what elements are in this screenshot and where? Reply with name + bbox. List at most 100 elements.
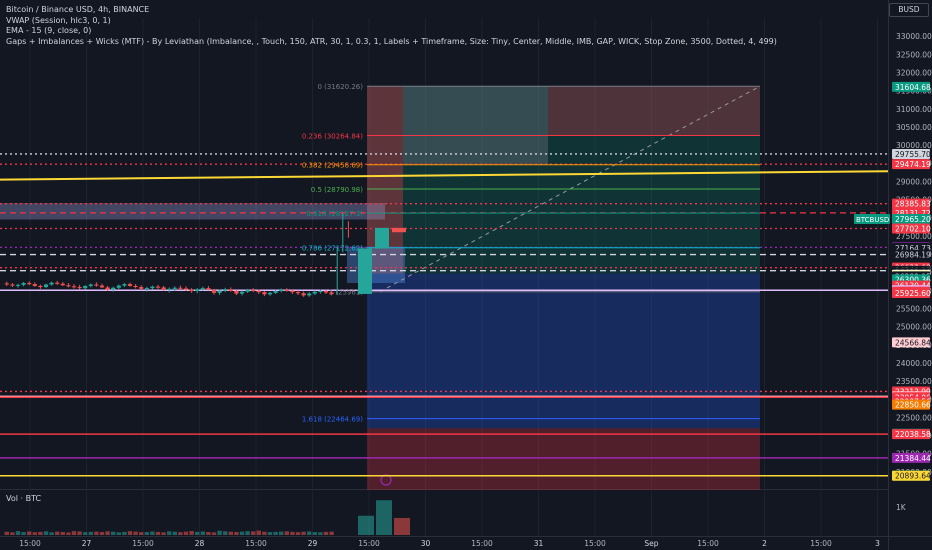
candle[interactable] (55, 280, 60, 285)
candle[interactable] (256, 289, 261, 294)
price-label: 22850.66 (892, 399, 931, 410)
candle[interactable] (139, 285, 144, 290)
candle[interactable] (60, 281, 65, 286)
candle[interactable] (167, 287, 172, 293)
price-axis[interactable]: 1K33000.0032500.0032000.0031500.0031000.… (854, 32, 932, 512)
volume-bar (71, 531, 77, 535)
candle[interactable] (318, 289, 323, 294)
time-tick: 29 (308, 539, 318, 548)
candle[interactable] (161, 285, 166, 291)
candle[interactable] (211, 288, 217, 295)
price-tick: 25000.00 (896, 323, 932, 332)
fib-label: 0.382 (29458.69) (302, 162, 363, 170)
currency-button[interactable]: BUSD (889, 3, 929, 17)
candle[interactable] (38, 284, 43, 289)
candle[interactable] (10, 283, 15, 288)
candle[interactable] (223, 287, 228, 293)
candle[interactable] (178, 285, 183, 290)
candle[interactable] (27, 281, 32, 286)
price-label-bg (892, 337, 930, 348)
candle-body (161, 287, 166, 290)
fib-label: 1 (25961) (329, 289, 364, 297)
volume-bar (312, 532, 317, 535)
candle[interactable] (301, 291, 306, 297)
candle[interactable] (116, 284, 121, 290)
volume-bar (10, 532, 15, 535)
candle-body (256, 290, 261, 293)
candle[interactable] (239, 290, 245, 296)
candle[interactable] (105, 285, 110, 292)
candle[interactable] (32, 282, 37, 287)
candle-body (358, 248, 372, 294)
candle[interactable] (347, 221, 406, 238)
candles[interactable] (4, 212, 406, 297)
candle[interactable] (279, 288, 284, 293)
candle[interactable] (183, 286, 189, 292)
candle[interactable] (307, 292, 312, 297)
candle[interactable] (172, 286, 177, 292)
fib-label: 0.786 (27172.62) (302, 245, 363, 253)
volume-bar (155, 531, 161, 535)
price-label-text: 27164.73 (895, 244, 931, 253)
candle[interactable] (273, 289, 278, 294)
candle[interactable] (234, 289, 239, 296)
price-label: 20893.64 (892, 470, 931, 481)
candle[interactable] (66, 283, 71, 288)
candle[interactable] (77, 284, 82, 290)
candle[interactable] (206, 285, 211, 291)
time-tick: 15:00 (358, 539, 380, 548)
candle[interactable] (144, 286, 149, 292)
candle-body (27, 283, 32, 285)
candle[interactable] (189, 288, 194, 293)
symbol-tag-bg (854, 213, 890, 224)
volume-bar (66, 532, 71, 535)
candle-body (55, 282, 60, 284)
candle[interactable] (336, 246, 372, 295)
candle[interactable] (88, 283, 93, 288)
candle[interactable] (267, 291, 273, 296)
candle[interactable] (290, 289, 295, 294)
candle[interactable] (133, 284, 138, 289)
price-tick: 32000.00 (896, 68, 932, 77)
price-label: 29755.70 (892, 148, 931, 159)
price-label-bg (892, 288, 930, 299)
candle[interactable] (323, 289, 329, 294)
candle[interactable] (329, 290, 334, 296)
price-label: 24566.84 (892, 337, 931, 348)
candle[interactable] (200, 286, 205, 291)
candle[interactable] (71, 284, 77, 289)
volume-bar (38, 531, 43, 535)
price-label: 31604.68 (892, 81, 931, 92)
gap-zone-grey (403, 86, 548, 165)
candle[interactable] (228, 287, 233, 292)
candle[interactable] (21, 281, 26, 287)
candle[interactable] (127, 282, 133, 287)
time-axis[interactable]: 15:00 27 15:00 28 15:00 29 15:00 30 15:00 31 15:00… (19, 539, 880, 548)
candle[interactable] (342, 212, 389, 253)
candle[interactable] (49, 281, 54, 286)
candle[interactable] (94, 282, 99, 287)
candle[interactable] (83, 285, 88, 290)
candle[interactable] (122, 283, 127, 288)
candle[interactable] (245, 288, 250, 293)
candle[interactable] (15, 283, 21, 288)
volume-legend[interactable]: Vol · BTC (6, 494, 42, 503)
candle[interactable] (155, 284, 161, 289)
candle[interactable] (295, 290, 301, 296)
candle[interactable] (251, 288, 256, 293)
candle[interactable] (195, 288, 200, 294)
candle[interactable] (43, 283, 49, 289)
candle[interactable] (150, 285, 155, 290)
candle-body (262, 292, 267, 295)
candle[interactable] (217, 289, 222, 296)
volume-axis-label: 1K (896, 503, 907, 512)
price-tick: 23500.00 (896, 377, 932, 386)
candle[interactable] (312, 290, 317, 296)
candle[interactable] (284, 288, 289, 292)
volume-bar (323, 531, 329, 535)
candle[interactable] (4, 281, 9, 286)
candle[interactable] (262, 291, 267, 297)
candle[interactable] (111, 286, 116, 292)
candle[interactable] (99, 283, 105, 289)
